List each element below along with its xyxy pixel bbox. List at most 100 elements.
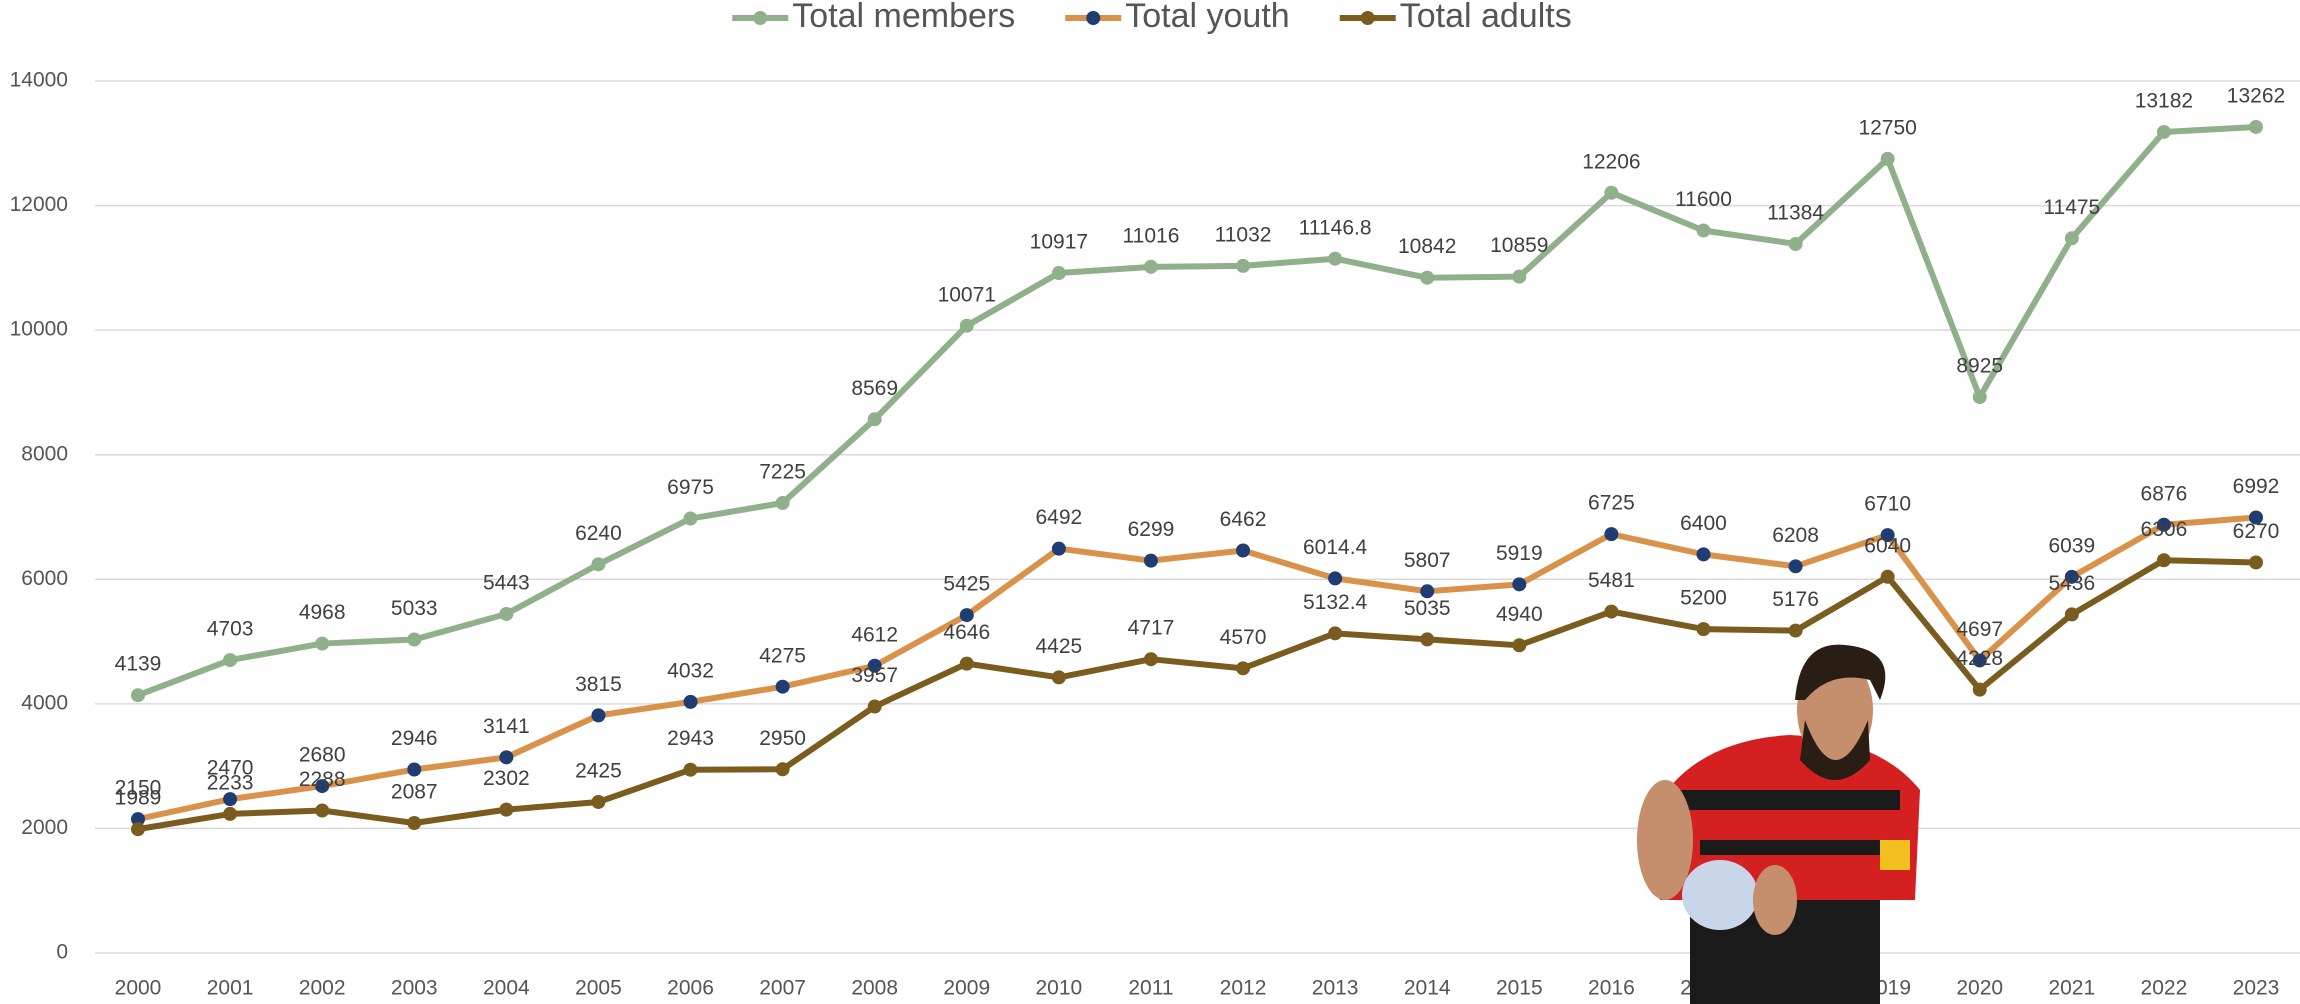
chart: 0200040006000800010000120001400020002001… <box>0 0 2300 1004</box>
point <box>1696 547 1710 561</box>
point <box>223 807 237 821</box>
x-tick-label: 2016 <box>1588 977 1635 1000</box>
data-label: 2233 <box>207 771 254 794</box>
data-label: 5132.4 <box>1303 591 1368 614</box>
point <box>1328 571 1342 585</box>
data-label: 12206 <box>1582 150 1640 173</box>
data-label: 2425 <box>575 760 622 783</box>
data-label: 11384 <box>1767 201 1824 224</box>
data-label: 4968 <box>299 601 346 624</box>
point <box>1236 259 1250 273</box>
page: {"chart_data": {"type": "line", "categor… <box>0 0 2300 1004</box>
y-tick-label: 10000 <box>10 318 68 341</box>
data-label: 11600 <box>1675 188 1732 211</box>
data-label: 6992 <box>2233 475 2280 498</box>
point <box>1052 266 1066 280</box>
point <box>1420 271 1434 285</box>
point <box>1328 252 1342 266</box>
x-tick-label: 2010 <box>1036 977 1083 1000</box>
x-tick-label: 2006 <box>667 977 714 1000</box>
x-tick-label: 2011 <box>1128 977 1173 1000</box>
point <box>2249 555 2263 569</box>
point <box>2065 607 2079 621</box>
x-tick-label: 2014 <box>1404 977 1451 1000</box>
y-tick-label: 0 <box>56 941 68 964</box>
data-label: 5200 <box>1680 587 1727 610</box>
point <box>1328 626 1342 640</box>
x-tick-label: 2013 <box>1312 977 1359 1000</box>
point <box>1144 652 1158 666</box>
data-label: 4228 <box>1956 647 2003 670</box>
data-label: 10859 <box>1490 234 1548 257</box>
point <box>776 762 790 776</box>
point <box>2157 553 2171 567</box>
series-line <box>138 127 2256 695</box>
point <box>1236 544 1250 558</box>
data-label: 10842 <box>1398 235 1456 258</box>
data-label: 4646 <box>943 621 990 644</box>
point <box>1696 223 1710 237</box>
data-label: 11016 <box>1123 224 1180 247</box>
point <box>591 795 605 809</box>
point <box>684 512 698 526</box>
x-tick-label: 2009 <box>943 977 990 1000</box>
point <box>407 763 421 777</box>
point <box>684 763 698 777</box>
point <box>2065 231 2079 245</box>
data-label: 6400 <box>1680 512 1727 535</box>
data-label: 8925 <box>1956 355 2003 378</box>
point <box>315 637 329 651</box>
point <box>591 557 605 571</box>
data-label: 10917 <box>1030 231 1088 254</box>
point <box>2157 125 2171 139</box>
x-tick-label: 2002 <box>299 977 346 1000</box>
data-label: 5919 <box>1496 542 1543 565</box>
data-label: 6725 <box>1588 492 1635 515</box>
x-tick-label: 2012 <box>1220 977 1267 1000</box>
data-label: 4570 <box>1220 626 1267 649</box>
point <box>960 608 974 622</box>
point <box>960 319 974 333</box>
point <box>1881 152 1895 166</box>
y-tick-label: 12000 <box>10 193 68 216</box>
point <box>1512 638 1526 652</box>
point <box>684 695 698 709</box>
point <box>499 750 513 764</box>
point <box>315 803 329 817</box>
point <box>1512 577 1526 591</box>
x-tick-label: 2022 <box>2141 977 2188 1000</box>
data-label: 11032 <box>1215 223 1272 246</box>
data-label: 5176 <box>1772 588 1819 611</box>
point <box>1052 542 1066 556</box>
data-label: 6975 <box>667 476 714 499</box>
point <box>407 816 421 830</box>
point <box>1052 670 1066 684</box>
data-label: 6014.4 <box>1303 536 1368 559</box>
point <box>1420 632 1434 646</box>
point <box>1973 390 1987 404</box>
x-tick-label: 2004 <box>483 977 530 1000</box>
data-label: 4717 <box>1128 617 1175 640</box>
data-label: 2680 <box>299 744 346 767</box>
point <box>1973 683 1987 697</box>
data-label: 5443 <box>483 572 530 595</box>
data-label: 6710 <box>1864 493 1911 516</box>
data-label: 3815 <box>575 673 622 696</box>
data-label: 3957 <box>851 664 898 687</box>
data-label: 2302 <box>483 767 530 790</box>
data-label: 2288 <box>299 768 346 791</box>
data-label: 4612 <box>851 623 898 646</box>
point <box>2249 120 2263 134</box>
point <box>131 688 145 702</box>
point <box>960 657 974 671</box>
data-label: 5481 <box>1588 569 1635 592</box>
data-label: 4275 <box>759 644 806 667</box>
player-photo <box>1637 645 1920 1004</box>
data-label: 5033 <box>391 597 438 620</box>
y-tick-label: 6000 <box>21 567 68 590</box>
data-label: 6876 <box>2141 482 2188 505</box>
data-label: 5436 <box>2048 572 2095 595</box>
data-label: 6306 <box>2141 518 2188 541</box>
point <box>1144 260 1158 274</box>
legend-label: Total members <box>792 0 1015 35</box>
